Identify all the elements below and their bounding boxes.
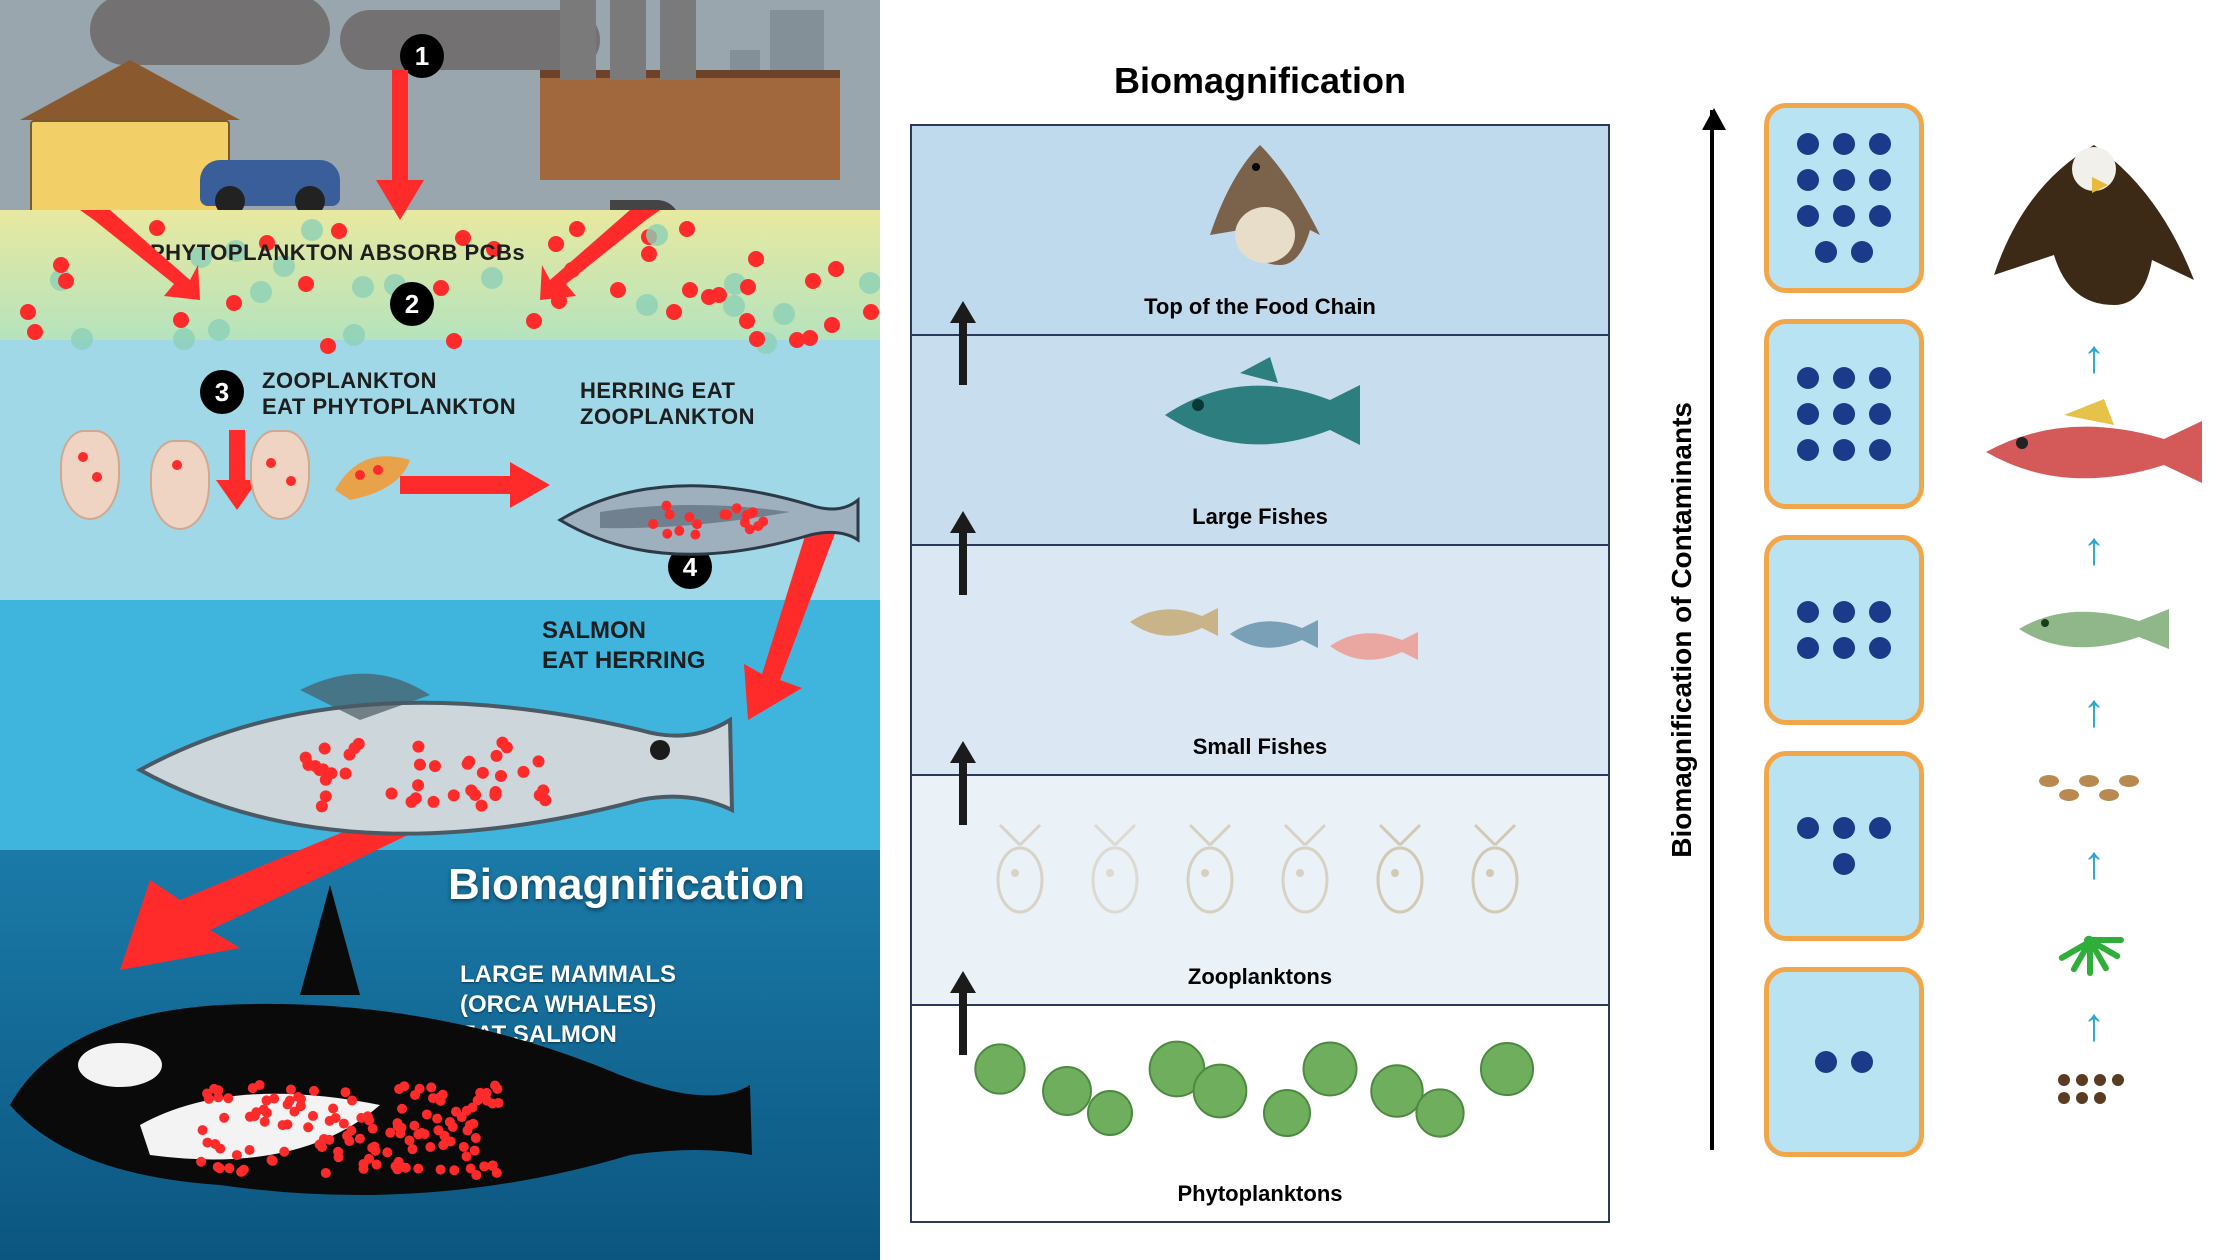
tier-label: Large Fishes xyxy=(1192,494,1328,544)
axis-arrow-icon xyxy=(1710,110,1714,1150)
label-phytoplankton-absorb: PHYTOPLANKTON ABSORB PCBs xyxy=(150,240,525,266)
middle-biomagnification-chart: Biomagnification Top of the Food Chain La… xyxy=(880,0,1640,1260)
small_fish-icon xyxy=(912,546,1608,724)
left-biomagnification-infographic: 1 2 3 4 PHYTOPLANKTON ABSORB PCBs ZOOPLA… xyxy=(0,0,880,1260)
zooplankton-icon xyxy=(150,440,210,530)
contaminant-box xyxy=(1764,967,1924,1157)
tier-row: Phytoplanktons xyxy=(912,1006,1608,1221)
large_fish-icon xyxy=(912,336,1608,494)
chain-up-arrow-icon: ↑ xyxy=(2083,333,2106,379)
tier-label: Phytoplanktons xyxy=(1177,1171,1342,1221)
tier-label: Top of the Food Chain xyxy=(1144,284,1376,334)
up-arrow-icon xyxy=(948,741,978,825)
right-contaminant-panel: Biomagnification of Contaminants ↑ ↑ ↑ ↑ ↑ xyxy=(1640,0,2240,1260)
orca-whale-icon xyxy=(0,875,760,1240)
contaminant-box xyxy=(1764,103,1924,293)
zooplankton-icon xyxy=(60,430,120,520)
tier-label: Small Fishes xyxy=(1193,724,1328,774)
chain-up-arrow-icon: ↑ xyxy=(2083,687,2106,733)
label-herring-eat: HERRING EAT ZOOPLANKTON xyxy=(580,378,755,430)
zooplankton-icon xyxy=(912,776,1608,954)
tier-label: Zooplanktons xyxy=(1188,954,1332,1004)
down-arrow-icon xyxy=(370,70,430,220)
smoke-cloud xyxy=(90,0,330,65)
trophic-tier-box: Top of the Food Chain Large Fishes Small F… xyxy=(910,124,1610,1223)
phytoplankton-icon xyxy=(912,1006,1608,1171)
tier-row: Large Fishes xyxy=(912,336,1608,546)
tier-row: Small Fishes xyxy=(912,546,1608,776)
contaminant-boxes xyxy=(1764,103,1924,1157)
shrimp-icon xyxy=(330,440,420,515)
up-arrow-icon xyxy=(948,301,978,385)
shrimp-icon xyxy=(2029,751,2159,821)
contaminant-box xyxy=(1764,319,1924,509)
car-icon xyxy=(200,160,340,206)
chain-up-arrow-icon: ↑ xyxy=(2083,839,2106,885)
zooplankton-icon xyxy=(250,430,310,520)
up-arrow-icon xyxy=(948,971,978,1055)
red_fish-icon xyxy=(1974,397,2214,507)
brown_dots-icon xyxy=(2044,1065,2144,1125)
chain-up-arrow-icon: ↑ xyxy=(2083,525,2106,571)
contaminant-box xyxy=(1764,535,1924,725)
salmon-fish-icon xyxy=(120,640,740,895)
chain-up-arrow-icon: ↑ xyxy=(2083,1001,2106,1047)
middle-title: Biomagnification xyxy=(900,60,1620,102)
up-arrow-icon xyxy=(948,511,978,595)
diag-arrow-icon xyxy=(80,210,200,300)
eagle-icon xyxy=(1984,135,2204,315)
right-arrow-icon xyxy=(400,460,550,510)
contaminant-axis: Biomagnification of Contaminants xyxy=(1666,110,1714,1150)
falcon-icon xyxy=(912,126,1608,284)
herring-fish-icon xyxy=(540,450,860,595)
step-badge-2: 2 xyxy=(390,282,434,326)
diag-arrow-icon xyxy=(540,210,660,300)
tier-row: Zooplanktons xyxy=(912,776,1608,1006)
factory-icon xyxy=(540,70,840,180)
food-chain-column: ↑ ↑ ↑ ↑ ↑ xyxy=(1974,135,2214,1125)
contaminant-box xyxy=(1764,751,1924,941)
step-badge-3: 3 xyxy=(200,370,244,414)
axis-label: Biomagnification of Contaminants xyxy=(1666,402,1698,858)
label-zooplankton-eat: ZOOPLANKTON EAT PHYTOPLANKTON xyxy=(262,368,516,420)
tier-row: Top of the Food Chain xyxy=(912,126,1608,336)
small_fish-icon xyxy=(2009,589,2179,669)
green_algae-icon xyxy=(2044,903,2144,983)
